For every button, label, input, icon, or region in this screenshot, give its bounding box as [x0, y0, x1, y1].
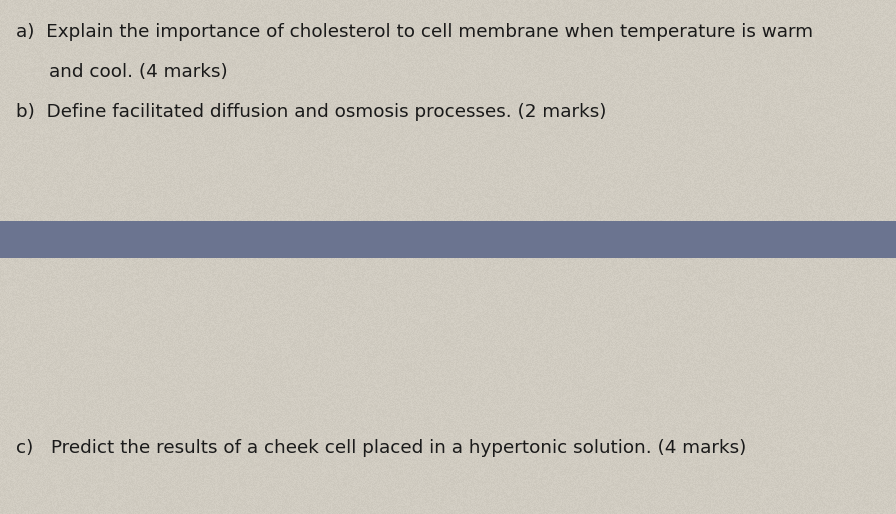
Text: b)  Define facilitated diffusion and osmosis processes. (2 marks): b) Define facilitated diffusion and osmo… — [16, 103, 607, 121]
Text: a)  Explain the importance of cholesterol to cell membrane when temperature is w: a) Explain the importance of cholesterol… — [16, 23, 814, 41]
Bar — [0, 221, 896, 258]
Text: and cool. (4 marks): and cool. (4 marks) — [49, 63, 228, 81]
Text: c)   Predict the results of a cheek cell placed in a hypertonic solution. (4 mar: c) Predict the results of a cheek cell p… — [16, 439, 746, 457]
